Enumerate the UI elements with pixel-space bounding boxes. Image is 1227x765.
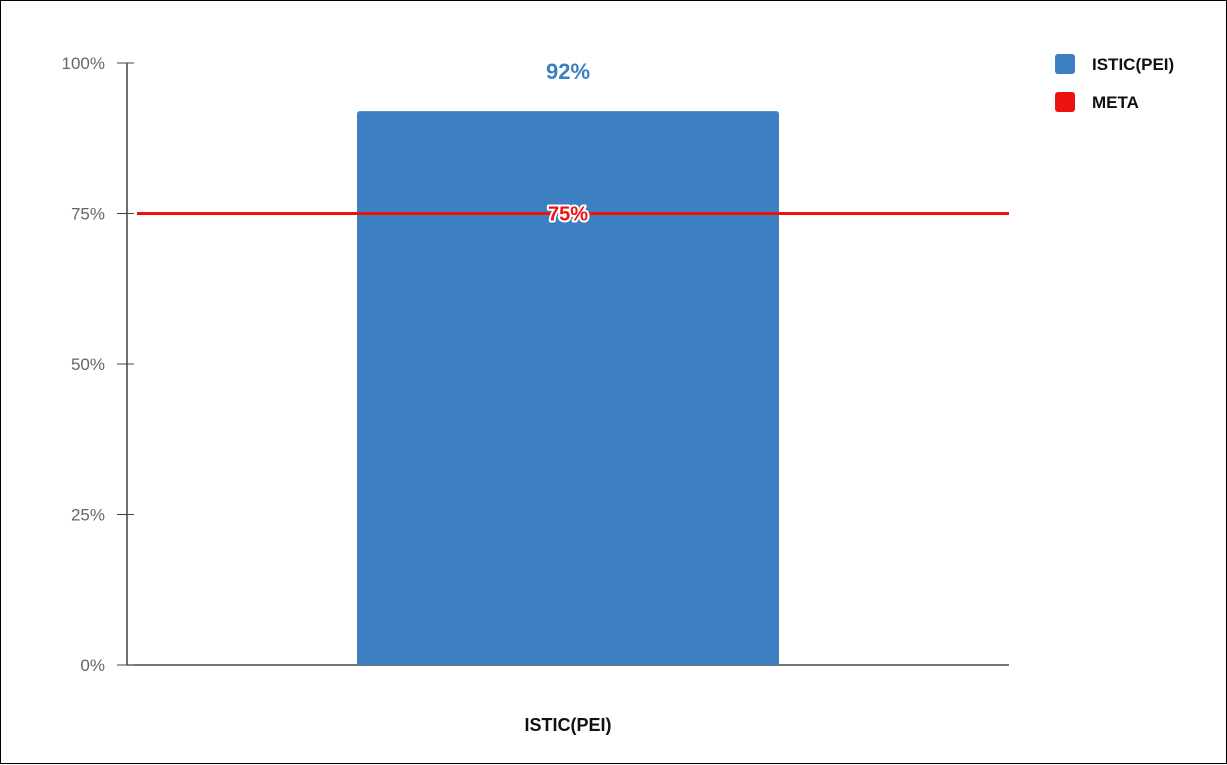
- bar: [357, 111, 779, 665]
- y-tick-label: 0%: [80, 656, 105, 675]
- y-tick-label: 25%: [71, 506, 105, 525]
- legend-swatch: [1055, 92, 1075, 112]
- bar-value-label: 92%: [546, 59, 590, 84]
- y-tick-label: 50%: [71, 355, 105, 374]
- legend-label: ISTIC(PEI): [1092, 55, 1174, 74]
- bars-group: 92% ISTIC(PEI): [357, 59, 779, 735]
- meta-line-label: 75%: [548, 204, 588, 226]
- legend-label: META: [1092, 93, 1139, 112]
- y-tick-label: 100%: [62, 54, 105, 73]
- legend-swatch: [1055, 54, 1075, 74]
- y-tick-label: 75%: [71, 205, 105, 224]
- x-category-label: ISTIC(PEI): [524, 715, 611, 735]
- reference-line-group: 75%: [137, 202, 1009, 228]
- legend-group: ISTIC(PEI) META: [1055, 54, 1174, 112]
- axes-group: 0% 25% 50% 75% 100%: [62, 54, 1009, 675]
